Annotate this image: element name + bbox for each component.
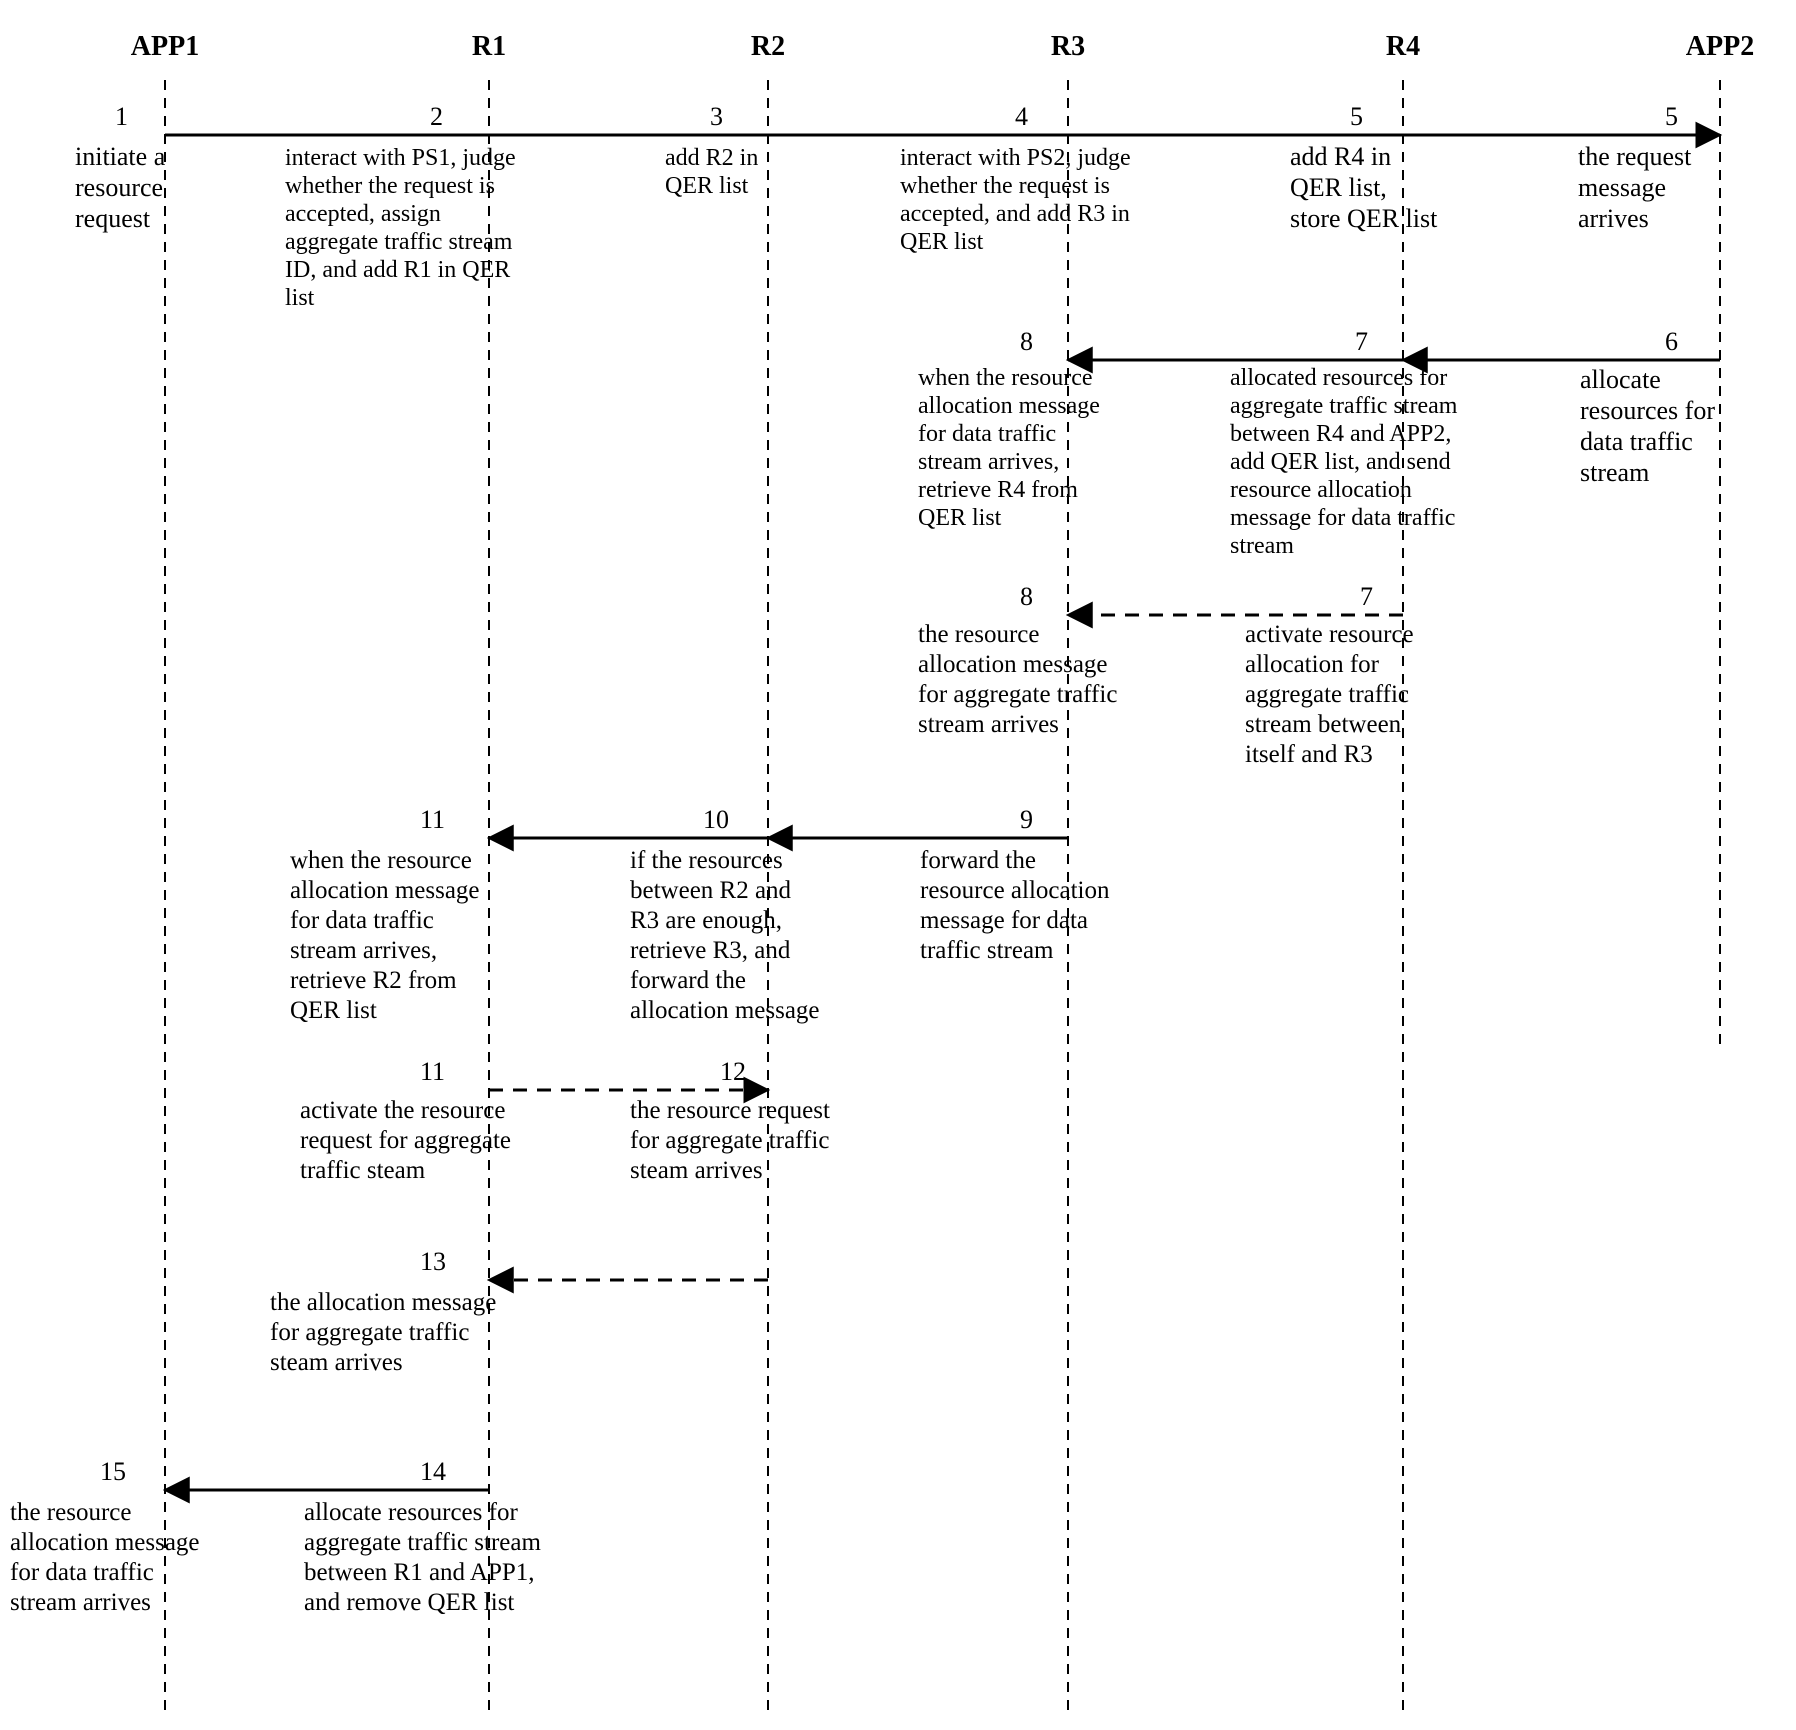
step-number: 11 bbox=[420, 805, 445, 834]
step-number: 3 bbox=[710, 102, 723, 131]
messages bbox=[165, 135, 1720, 1490]
step-number: 8 bbox=[1020, 582, 1033, 611]
step-number: 15 bbox=[100, 1457, 126, 1486]
note-11: the resourceallocation messagefor aggreg… bbox=[918, 621, 1117, 738]
note-5: add R4 inQER list,store QER list bbox=[1290, 142, 1438, 233]
note-8: allocated resources foraggregate traffic… bbox=[1230, 365, 1458, 559]
step-number: 12 bbox=[720, 1057, 746, 1086]
note-17: the allocation messagefor aggregate traf… bbox=[270, 1289, 496, 1376]
lane-label-r1: R1 bbox=[472, 31, 506, 62]
step-number: 7 bbox=[1355, 327, 1368, 356]
note-6: the requestmessagearrives bbox=[1578, 142, 1692, 233]
note-3: add R2 inQER list bbox=[665, 145, 758, 199]
note-1: initiate aresourcerequest bbox=[75, 142, 166, 233]
sequence-diagram: APP1R1R2R3R4APP2 12345567878910111112131… bbox=[0, 0, 1796, 1730]
step-number: 7 bbox=[1360, 582, 1373, 611]
lane-label-r2: R2 bbox=[751, 31, 785, 62]
step-numbers: 12345567878910111112131415 bbox=[100, 102, 1678, 1486]
note-16: the resource requestfor aggregate traffi… bbox=[630, 1097, 830, 1184]
step-number: 6 bbox=[1665, 327, 1678, 356]
step-number: 14 bbox=[420, 1457, 446, 1486]
note-7: allocateresources fordata trafficstream bbox=[1580, 365, 1715, 487]
step-number: 4 bbox=[1015, 102, 1028, 131]
step-number: 8 bbox=[1020, 327, 1033, 356]
step-number: 2 bbox=[430, 102, 443, 131]
note-15: activate the resourcerequest for aggrega… bbox=[300, 1097, 511, 1184]
step-number: 9 bbox=[1020, 805, 1033, 834]
lane-label-app2: APP2 bbox=[1686, 31, 1754, 62]
lane-label-app1: APP1 bbox=[131, 31, 199, 62]
step-number: 10 bbox=[703, 805, 729, 834]
note-10: activate resourceallocation foraggregate… bbox=[1245, 621, 1414, 768]
note-9: when the resourceallocation messagefor d… bbox=[918, 365, 1100, 531]
note-4: interact with PS2, judgewhether the requ… bbox=[900, 145, 1131, 255]
lane-label-r3: R3 bbox=[1051, 31, 1085, 62]
note-2: interact with PS1, judgewhether the requ… bbox=[285, 145, 516, 311]
step-number: 1 bbox=[115, 102, 128, 131]
note-14: when the resourceallocation messagefor d… bbox=[290, 847, 480, 1024]
step-number: 11 bbox=[420, 1057, 445, 1086]
step-number: 5 bbox=[1665, 102, 1678, 131]
notes: initiate aresourcerequest interact with P… bbox=[10, 142, 1715, 1616]
note-19: the resourceallocation messagefor data t… bbox=[10, 1499, 200, 1616]
note-18: allocate resources foraggregate traffic … bbox=[304, 1499, 541, 1616]
note-13: if the resourcesbetween R2 andR3 are eno… bbox=[630, 847, 820, 1024]
note-12: forward theresource allocationmessage fo… bbox=[920, 847, 1110, 964]
step-number: 13 bbox=[420, 1247, 446, 1276]
lane-label-r4: R4 bbox=[1386, 31, 1420, 62]
step-number: 5 bbox=[1350, 102, 1363, 131]
